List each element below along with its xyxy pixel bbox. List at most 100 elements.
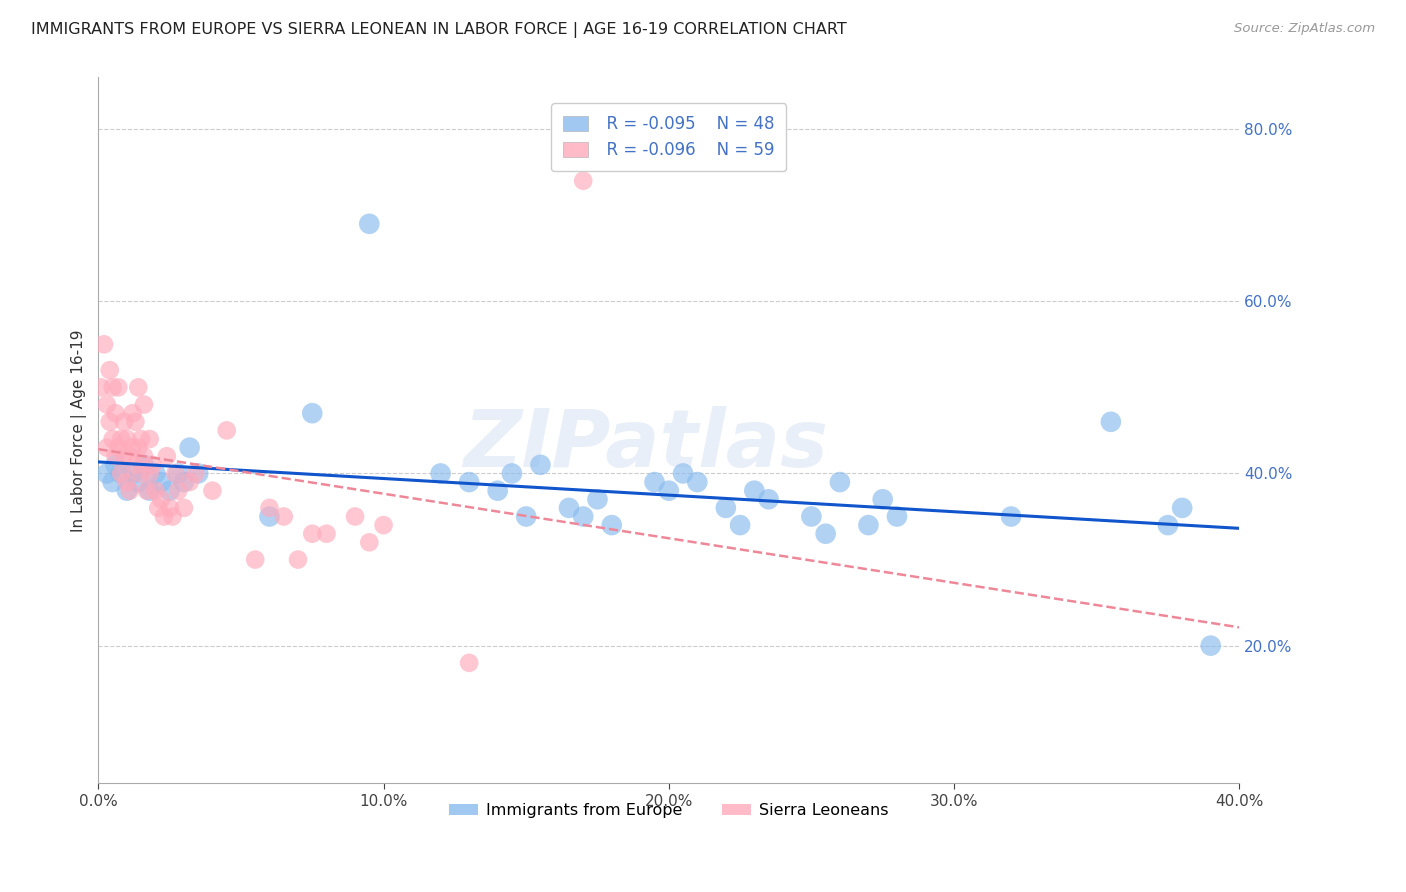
Point: [124, 415, 146, 429]
Point: [93, 337, 115, 351]
Point: [359, 217, 381, 231]
Point: [373, 518, 395, 533]
Point: [173, 500, 195, 515]
Point: [101, 432, 124, 446]
Point: [201, 483, 224, 498]
Point: [115, 432, 138, 446]
Point: [179, 475, 201, 489]
Point: [600, 518, 623, 533]
Point: [572, 174, 595, 188]
Point: [127, 380, 149, 394]
Point: [187, 467, 209, 481]
Point: [167, 483, 190, 498]
Point: [138, 432, 160, 446]
Point: [121, 441, 143, 455]
Point: [98, 363, 121, 377]
Point: [287, 552, 309, 566]
Y-axis label: In Labor Force | Age 16-19: In Labor Force | Age 16-19: [72, 329, 87, 532]
Point: [101, 475, 124, 489]
Point: [110, 467, 132, 481]
Point: [115, 483, 138, 498]
Point: [1157, 518, 1180, 533]
Point: [159, 500, 181, 515]
Point: [96, 467, 118, 481]
Point: [150, 475, 173, 489]
Point: [145, 483, 167, 498]
Text: IMMIGRANTS FROM EUROPE VS SIERRA LEONEAN IN LABOR FORCE | AGE 16-19 CORRELATION : IMMIGRANTS FROM EUROPE VS SIERRA LEONEAN…: [31, 22, 846, 38]
Point: [167, 467, 190, 481]
Point: [1199, 639, 1222, 653]
Point: [156, 449, 179, 463]
Point: [148, 500, 170, 515]
Point: [1099, 415, 1122, 429]
Point: [127, 441, 149, 455]
Point: [110, 432, 132, 446]
Point: [138, 483, 160, 498]
Point: [245, 552, 267, 566]
Point: [814, 526, 837, 541]
Point: [132, 449, 155, 463]
Point: [1000, 509, 1022, 524]
Legend: Immigrants from Europe, Sierra Leoneans: Immigrants from Europe, Sierra Leoneans: [443, 797, 894, 825]
Point: [501, 467, 523, 481]
Point: [159, 483, 181, 498]
Point: [173, 475, 195, 489]
Point: [728, 518, 751, 533]
Point: [344, 509, 367, 524]
Point: [104, 406, 127, 420]
Point: [141, 458, 163, 472]
Point: [273, 509, 295, 524]
Point: [104, 449, 127, 463]
Point: [658, 483, 681, 498]
Point: [758, 492, 780, 507]
Point: [359, 535, 381, 549]
Point: [686, 475, 709, 489]
Point: [215, 424, 238, 438]
Point: [138, 467, 160, 481]
Point: [429, 467, 451, 481]
Point: [672, 467, 695, 481]
Point: [886, 509, 908, 524]
Point: [744, 483, 766, 498]
Point: [153, 509, 176, 524]
Point: [572, 509, 595, 524]
Point: [132, 398, 155, 412]
Point: [145, 467, 167, 481]
Point: [107, 380, 129, 394]
Point: [129, 467, 152, 481]
Point: [165, 467, 187, 481]
Point: [529, 458, 551, 472]
Point: [98, 415, 121, 429]
Text: Source: ZipAtlas.com: Source: ZipAtlas.com: [1234, 22, 1375, 36]
Point: [96, 441, 118, 455]
Point: [179, 441, 201, 455]
Point: [872, 492, 894, 507]
Point: [828, 475, 851, 489]
Point: [301, 526, 323, 541]
Point: [458, 475, 481, 489]
Point: [101, 380, 124, 394]
Point: [800, 509, 823, 524]
Point: [135, 483, 157, 498]
Point: [558, 500, 581, 515]
Point: [486, 483, 509, 498]
Point: [515, 509, 537, 524]
Point: [118, 449, 141, 463]
Point: [184, 467, 207, 481]
Point: [115, 475, 138, 489]
Point: [90, 380, 112, 394]
Point: [714, 500, 737, 515]
Point: [132, 458, 155, 472]
Point: [112, 449, 135, 463]
Point: [96, 398, 118, 412]
Point: [124, 458, 146, 472]
Point: [259, 500, 281, 515]
Point: [1171, 500, 1194, 515]
Point: [127, 475, 149, 489]
Point: [129, 432, 152, 446]
Point: [458, 656, 481, 670]
Point: [121, 406, 143, 420]
Point: [301, 406, 323, 420]
Point: [118, 483, 141, 498]
Point: [110, 467, 132, 481]
